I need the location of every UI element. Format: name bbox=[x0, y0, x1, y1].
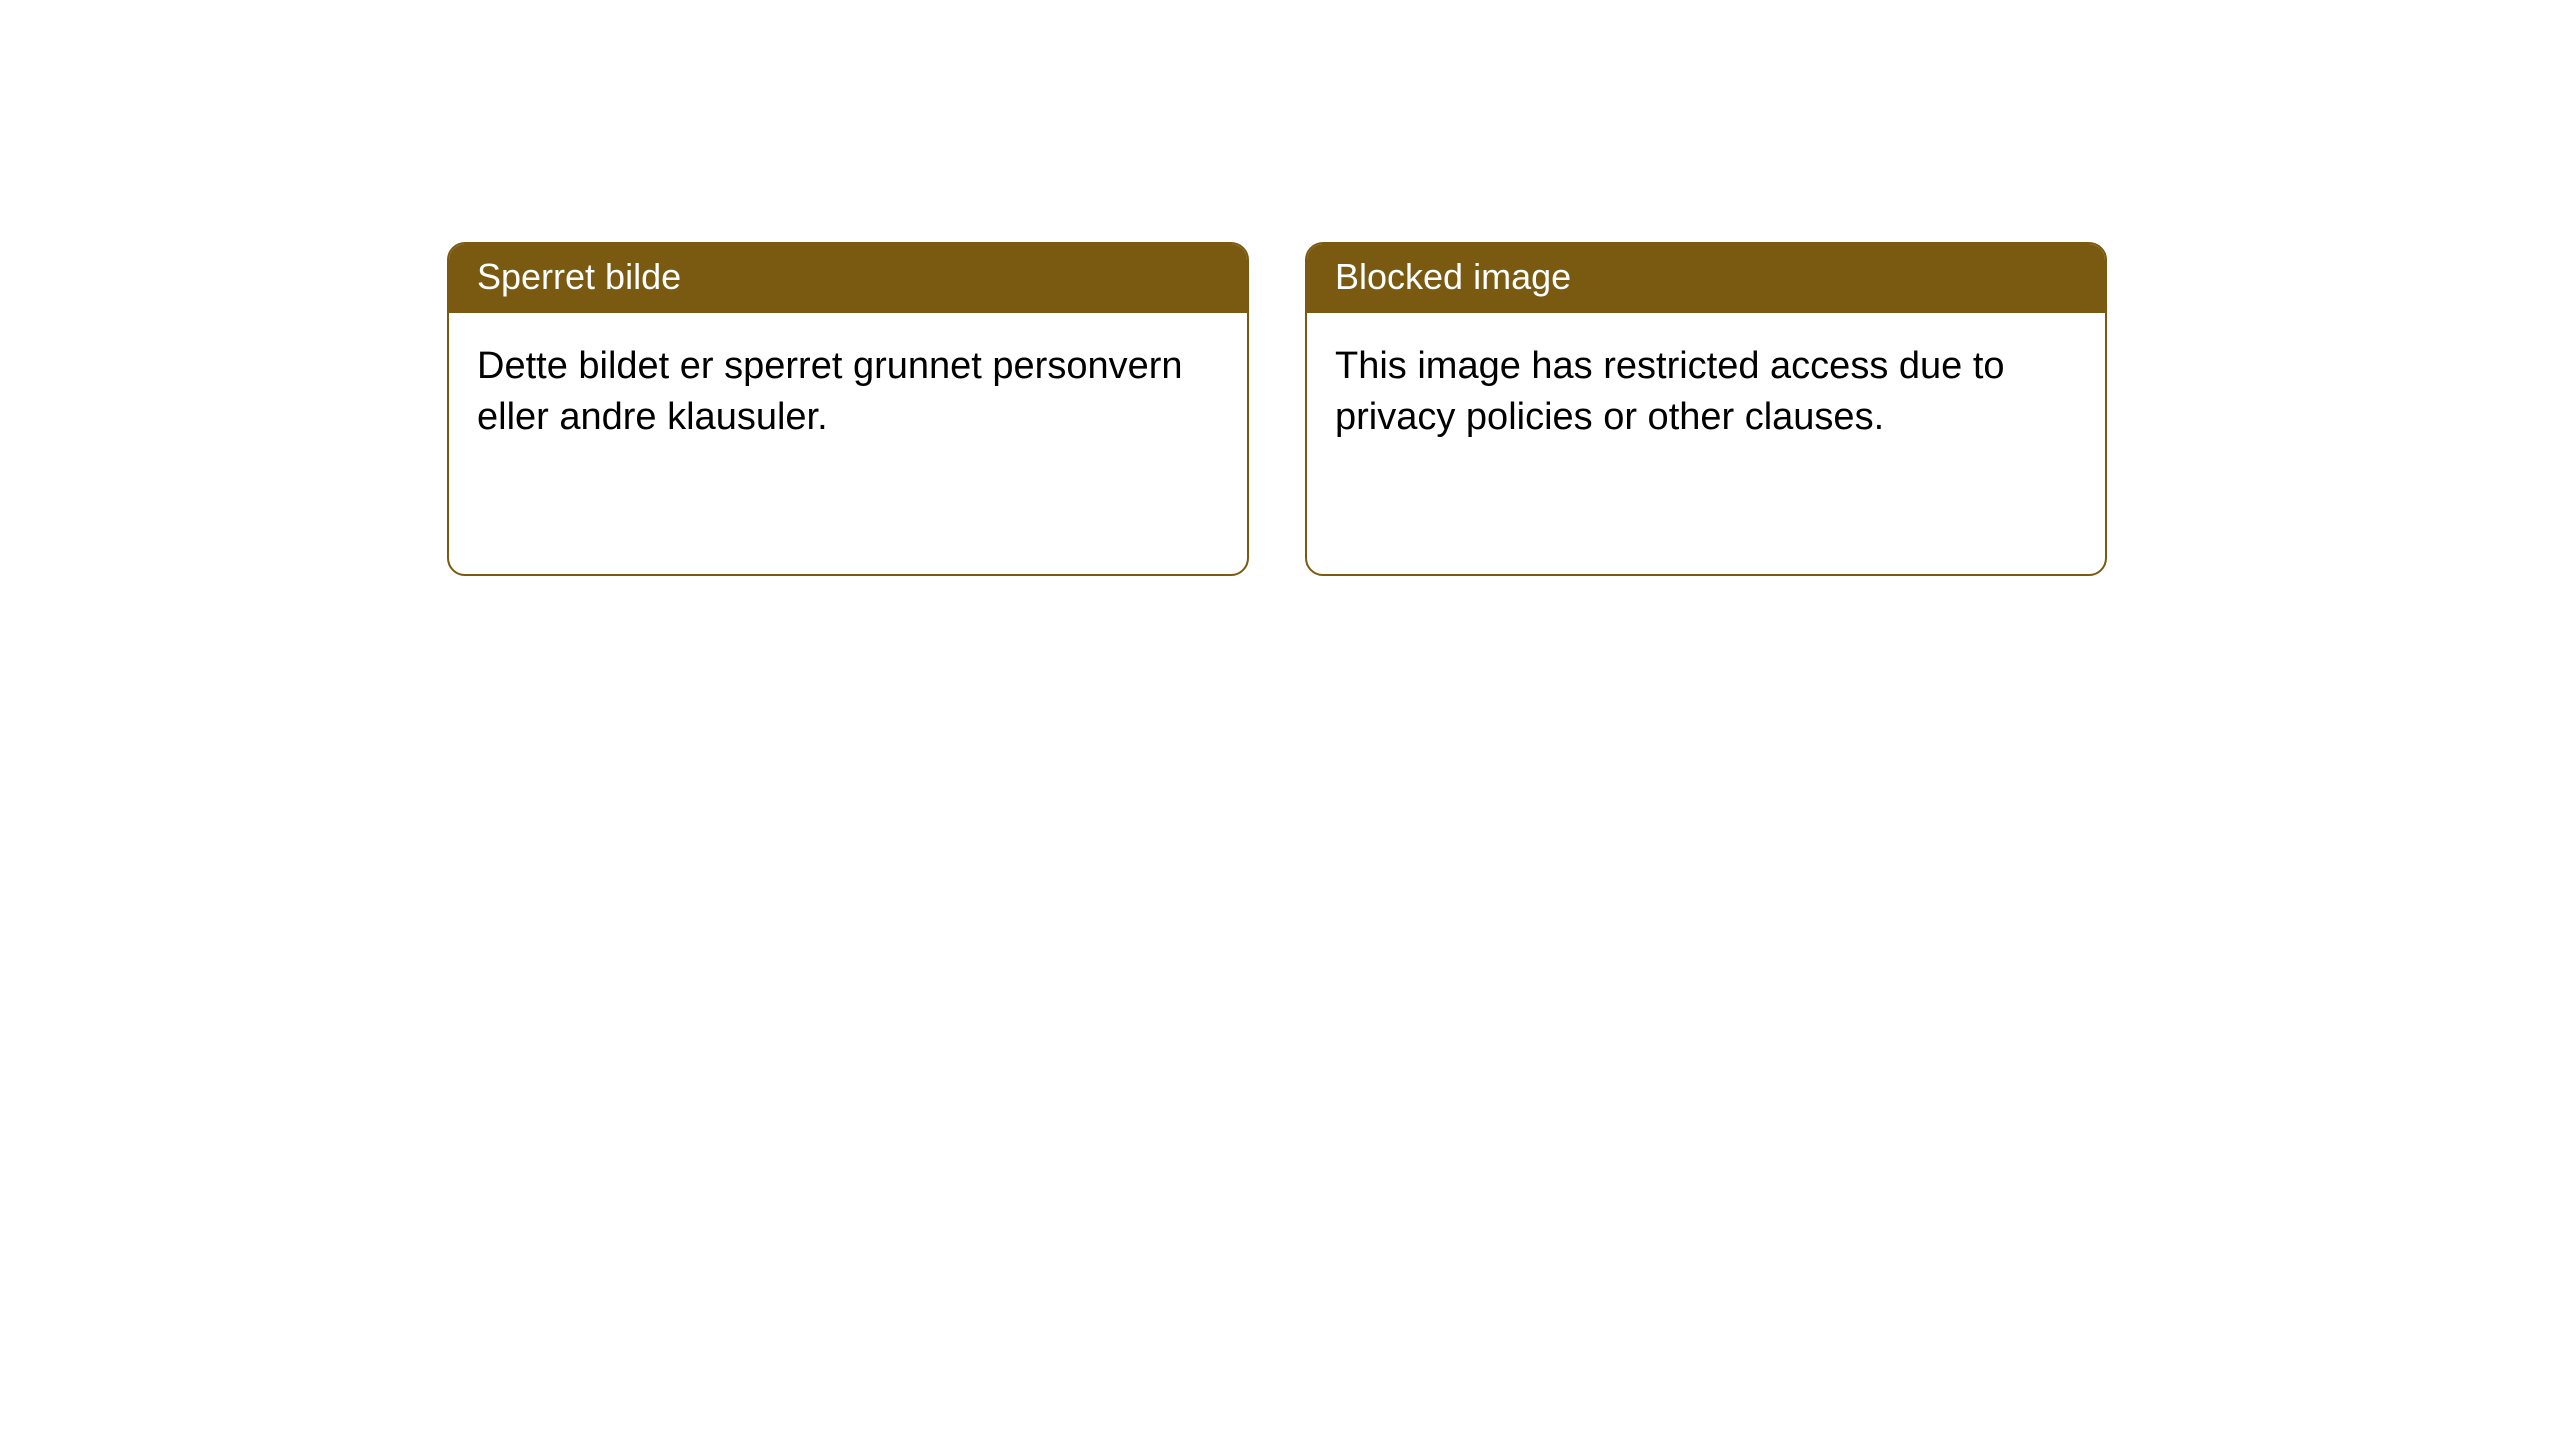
notice-header: Blocked image bbox=[1307, 244, 2105, 313]
notice-body: Dette bildet er sperret grunnet personve… bbox=[449, 313, 1247, 444]
notice-body-text: This image has restricted access due to … bbox=[1335, 345, 2005, 438]
notice-container: Sperret bilde Dette bildet er sperret gr… bbox=[0, 0, 2560, 576]
notice-title: Blocked image bbox=[1335, 256, 1571, 297]
notice-card-norwegian: Sperret bilde Dette bildet er sperret gr… bbox=[447, 242, 1249, 576]
notice-title: Sperret bilde bbox=[477, 256, 681, 297]
notice-card-english: Blocked image This image has restricted … bbox=[1305, 242, 2107, 576]
notice-body-text: Dette bildet er sperret grunnet personve… bbox=[477, 345, 1183, 438]
notice-header: Sperret bilde bbox=[449, 244, 1247, 313]
notice-body: This image has restricted access due to … bbox=[1307, 313, 2105, 444]
